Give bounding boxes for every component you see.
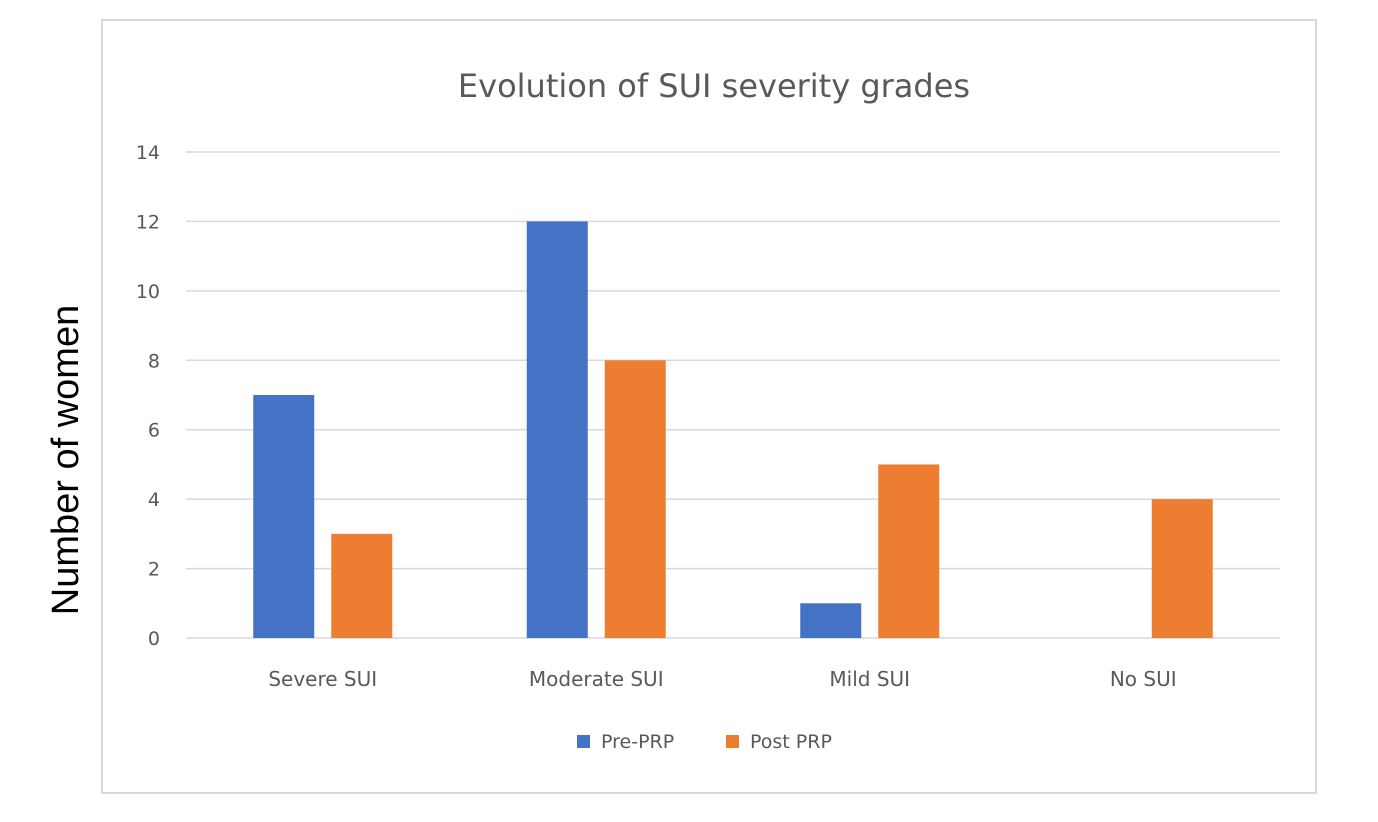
y-tick-label: 14 [136, 142, 160, 164]
y-tick-label: 12 [136, 211, 160, 233]
legend: Pre-PRP Post PRP [577, 731, 832, 753]
bar [1151, 499, 1213, 638]
y-tick-labels: 0 2 4 6 8 10 12 14 [136, 142, 160, 650]
bar [526, 221, 588, 638]
category-label: Moderate SUI [529, 667, 664, 691]
legend-label: Pre-PRP [601, 731, 674, 753]
category-labels: Severe SUI Moderate SUI Mild SUI No SUI [268, 667, 1176, 691]
bar [253, 395, 315, 638]
bars [253, 221, 1213, 638]
bar [331, 533, 393, 638]
bar [800, 603, 862, 638]
bar [878, 464, 940, 638]
category-label: No SUI [1110, 667, 1177, 691]
bar [604, 360, 666, 638]
y-tick-label: 0 [148, 628, 160, 650]
y-tick-label: 8 [148, 350, 160, 372]
legend-swatch [726, 735, 739, 748]
chart-title: Evolution of SUI severity grades [458, 67, 970, 105]
y-tick-label: 2 [148, 559, 160, 581]
legend-swatch [577, 735, 590, 748]
legend-label: Post PRP [750, 731, 832, 753]
y-axis-label: Number of women [45, 305, 87, 615]
category-label: Severe SUI [268, 667, 377, 691]
y-tick-label: 4 [148, 489, 160, 511]
y-tick-label: 10 [136, 281, 160, 303]
category-label: Mild SUI [829, 667, 910, 691]
y-tick-label: 6 [148, 420, 160, 442]
